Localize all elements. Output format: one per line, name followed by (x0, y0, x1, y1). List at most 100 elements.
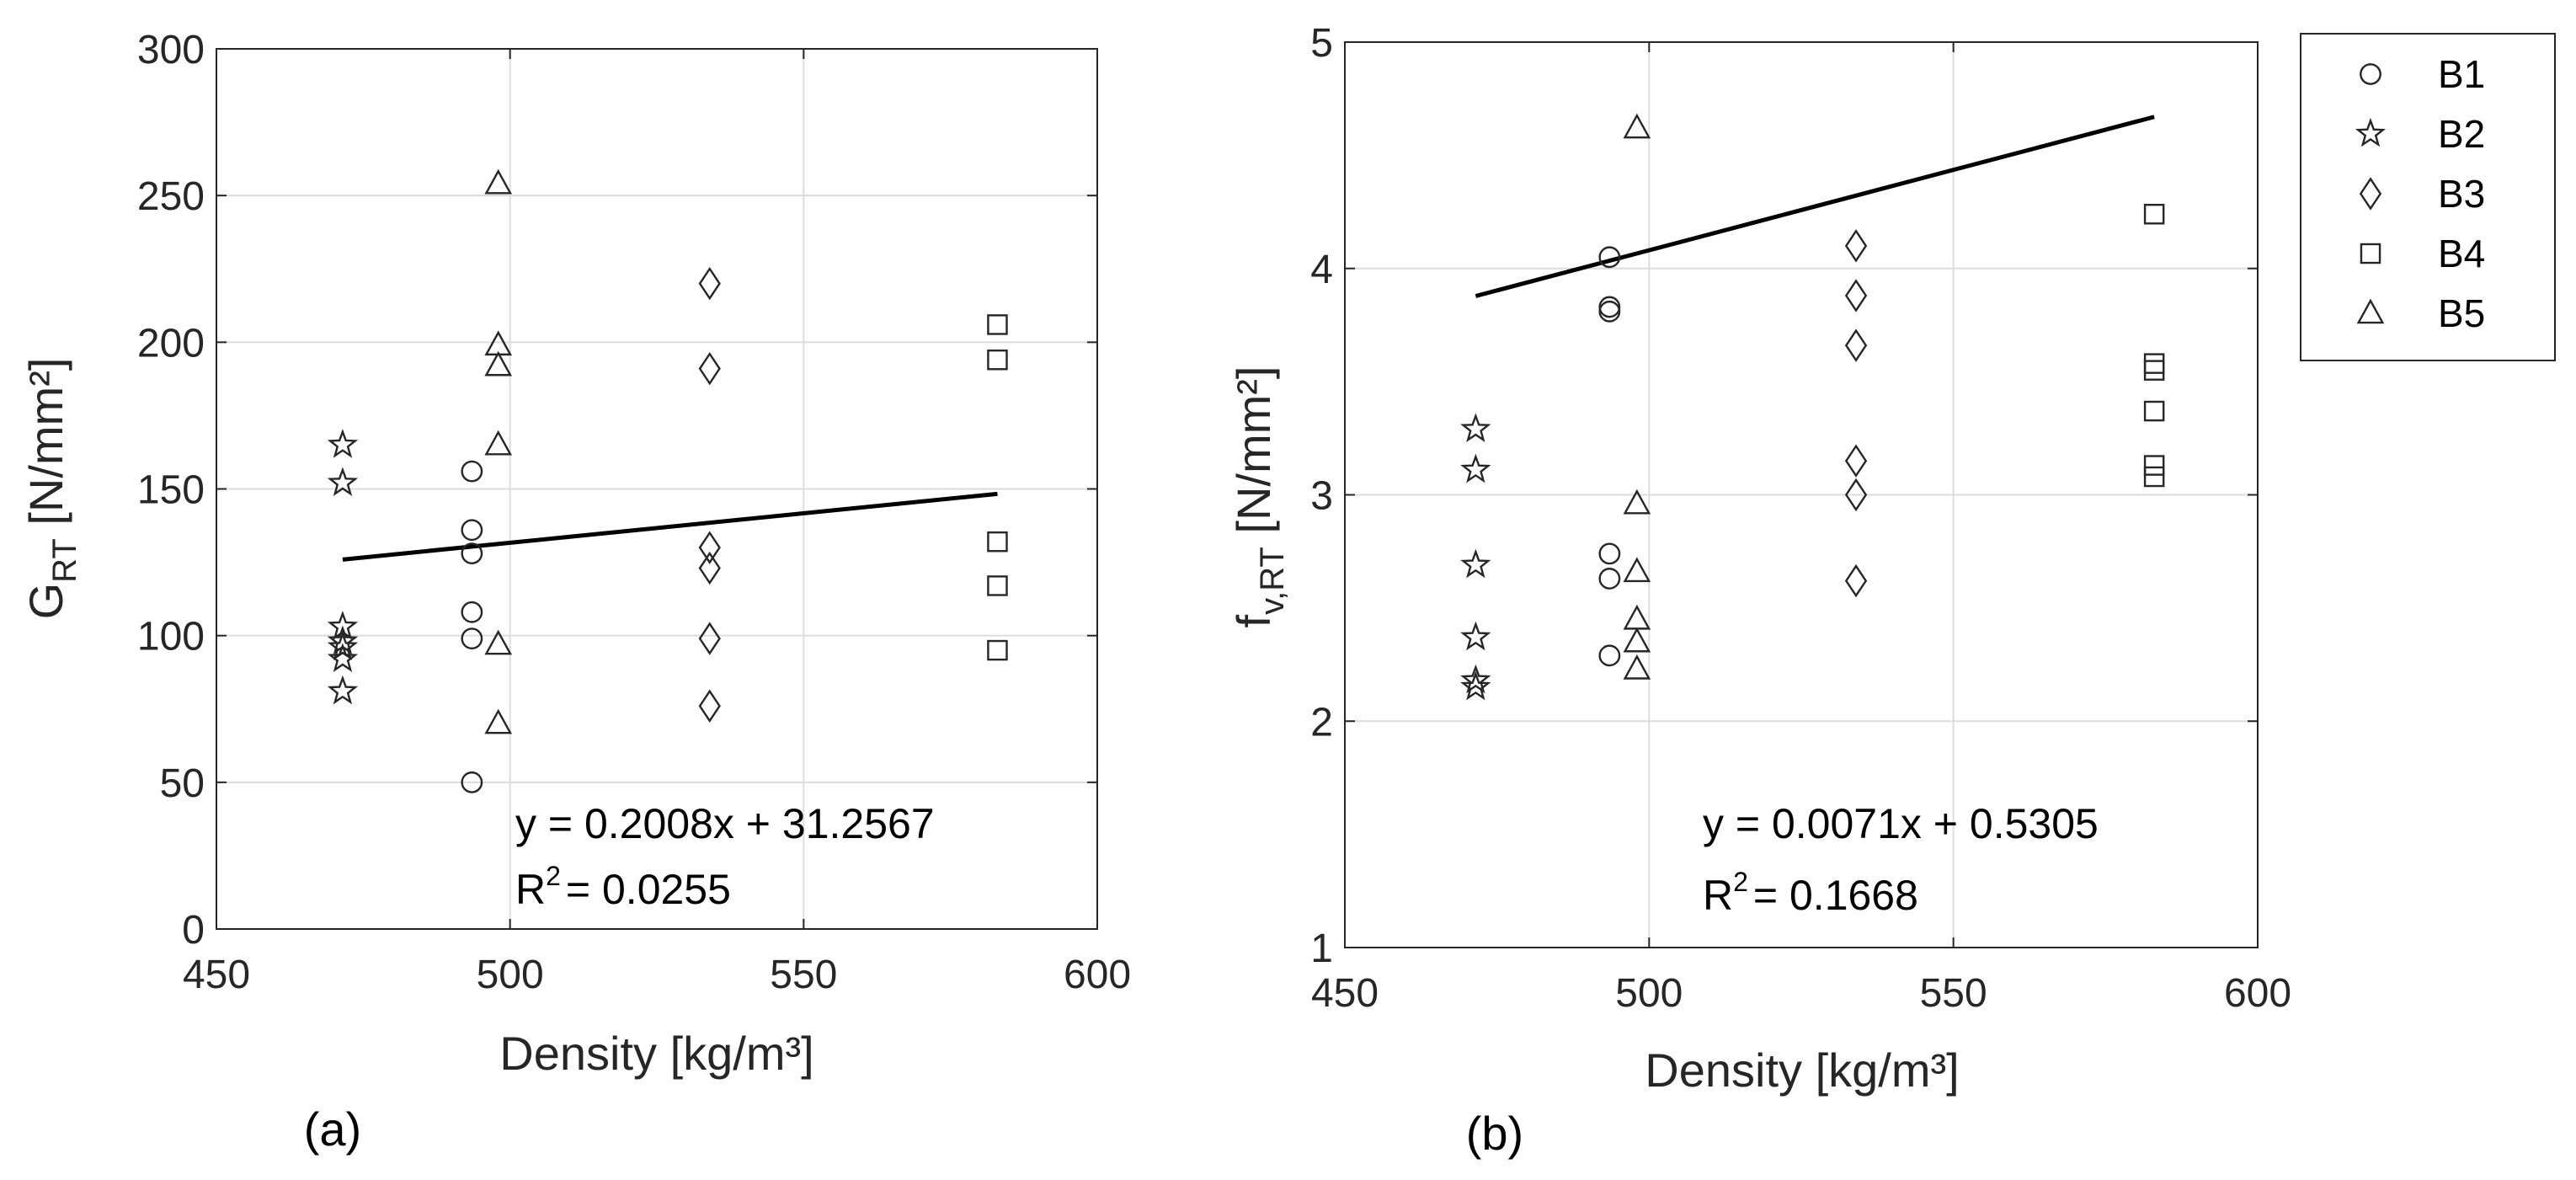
y-tick-label: 0 (182, 908, 205, 953)
panel-b-chart: 450 500 550 600 1 2 3 4 5 y = 0.0071x + 0.5305 R… (1227, 21, 2291, 1160)
legend-marker-b3 (2359, 177, 2382, 211)
y-axis-label-a: GRT [N/mm²] (19, 358, 83, 620)
fit-line (1475, 115, 2155, 298)
point-b5 (1623, 489, 1651, 515)
point-b4 (987, 531, 1008, 553)
y-tick-label: 4 (1310, 248, 1333, 292)
point-b5 (484, 350, 513, 376)
point-b2 (1460, 664, 1491, 694)
data-points-a (327, 168, 1008, 793)
point-b5 (1623, 627, 1651, 653)
fit-line-group-a (342, 491, 998, 562)
y-tick-label: 300 (137, 28, 205, 72)
point-b4 (2143, 400, 2165, 422)
y-axis-label-main-b: f (1227, 614, 1280, 627)
axis-ticks-a: 450 500 550 600 0 50 100 150 200 250 300 (137, 28, 1131, 997)
legend-marker-b4 (2360, 243, 2381, 264)
y-tick-label: 3 (1310, 474, 1333, 519)
point-b1 (1598, 246, 1621, 269)
point-b3 (698, 266, 721, 301)
point-b3 (698, 622, 721, 655)
point-b4 (2143, 360, 2165, 381)
point-b2 (1460, 413, 1491, 442)
point-b4 (987, 639, 1008, 661)
data-points-b (1460, 113, 2165, 701)
point-b5 (1623, 557, 1651, 583)
point-b1 (1598, 568, 1621, 590)
y-axis-label-unit-a: [N/mm²] (19, 358, 72, 539)
grid-b (1345, 42, 2258, 948)
x-tick-label: 500 (477, 953, 544, 997)
point-b5 (484, 430, 513, 456)
x-tick-label: 450 (1311, 971, 1379, 1016)
y-tick-label: 2 (1310, 700, 1333, 745)
panel-label-b: (b) (1466, 1107, 1523, 1160)
legend-label-b1: B1 (2438, 52, 2485, 96)
point-b2 (327, 631, 359, 660)
legend-label-b3: B3 (2438, 172, 2485, 216)
point-b1 (1598, 300, 1621, 323)
point-b3 (698, 689, 721, 723)
point-b1 (461, 771, 483, 793)
axis-ticks-b: 450 500 550 600 1 2 3 4 5 (1310, 21, 2291, 1016)
x-axis-label-a: Density [kg/m³] (499, 1027, 813, 1080)
y-tick-label: 100 (137, 615, 205, 659)
point-b4 (987, 349, 1008, 371)
point-b4 (987, 575, 1008, 596)
point-b3 (698, 551, 721, 585)
y-axis-label-main-a: G (19, 583, 72, 620)
x-tick-label: 500 (1615, 971, 1683, 1016)
y-axis-label-sub-a: RT (46, 538, 83, 583)
point-b2 (1460, 621, 1491, 651)
point-b3 (1844, 478, 1868, 512)
panel-a-chart: 450 500 550 600 0 50 100 150 200 250 300 y = 0.200… (19, 28, 1131, 1156)
point-b2 (327, 643, 359, 673)
legend-box (2300, 33, 2556, 361)
point-b5 (484, 168, 513, 195)
point-b1 (1598, 644, 1621, 667)
legend-items: B1 B2 B3 B4 B5 (2355, 52, 2485, 335)
y-tick-label: 5 (1310, 21, 1333, 66)
point-b3 (1844, 563, 1868, 598)
legend-marker-b2 (2355, 117, 2387, 147)
point-b1 (461, 519, 483, 542)
y-tick-label: 50 (160, 761, 205, 806)
legend-label-b4: B4 (2438, 232, 2485, 275)
x-axis-label-b: Density [kg/m³] (1645, 1044, 1959, 1097)
point-b1 (1598, 296, 1621, 318)
point-b1 (461, 460, 483, 483)
y-tick-label: 250 (137, 174, 205, 219)
point-b4 (2143, 466, 2165, 488)
r-squared-a: R2 = 0.0255 (515, 861, 731, 913)
point-b1 (461, 627, 483, 650)
r-squared-value-a: = 0.0255 (566, 866, 731, 913)
point-b1 (461, 542, 483, 565)
y-axis-label-unit-b: [N/mm²] (1227, 366, 1280, 547)
y-tick-label: 200 (137, 321, 205, 366)
point-b3 (1844, 279, 1868, 312)
y-axis-label-b: fv,RT [N/mm²] (1227, 366, 1291, 628)
point-b4 (2143, 203, 2165, 225)
point-b3 (698, 351, 721, 386)
y-axis-label-sub-b: v,RT (1254, 547, 1291, 615)
point-b2 (327, 429, 359, 458)
y-tick-label: 150 (137, 468, 205, 513)
point-b1 (1598, 542, 1621, 565)
point-b5 (1623, 113, 1651, 139)
point-b3 (1844, 328, 1868, 362)
panel-label-a: (a) (304, 1103, 361, 1156)
legend-marker-b5 (2356, 298, 2385, 324)
point-b1 (461, 601, 483, 623)
point-b4 (987, 314, 1008, 335)
point-b4 (2143, 455, 2165, 476)
legend-label-b2: B2 (2438, 112, 2485, 156)
fit-equation-b: y = 0.0071x + 0.5305 (1703, 800, 2099, 847)
point-b5 (1623, 604, 1651, 630)
point-b2 (1460, 670, 1491, 701)
legend-label-b5: B5 (2438, 291, 2485, 335)
point-b5 (484, 629, 513, 655)
point-b2 (1460, 548, 1491, 579)
x-tick-label: 550 (770, 953, 837, 997)
legend-marker-b1 (2360, 63, 2381, 85)
